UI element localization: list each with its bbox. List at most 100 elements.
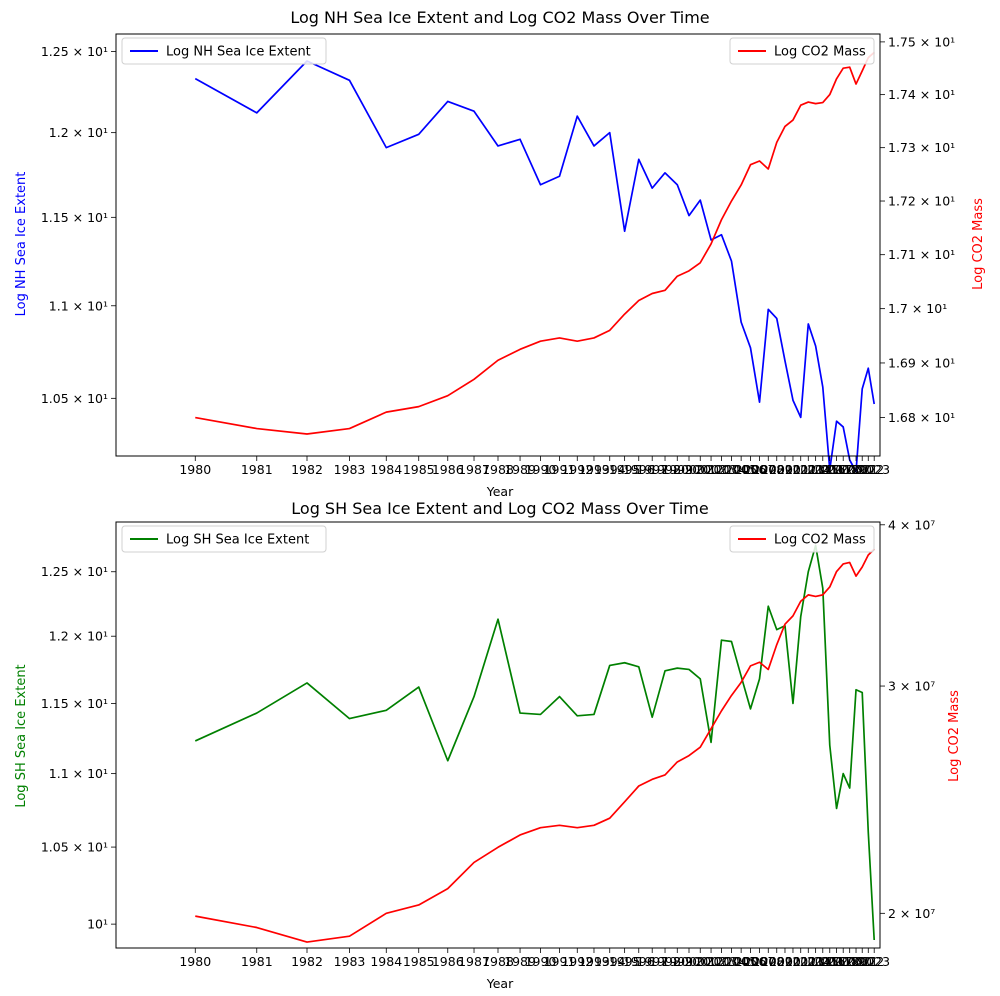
chart-1-x-tick-label: 1992 [561, 462, 593, 477]
chart-2-x-tick-label: 1992 [561, 954, 593, 969]
chart-1-x-tick-label: 2012 [785, 462, 817, 477]
chart-2-y-left-tick-label: 1.05 × 10¹ [41, 840, 108, 855]
chart-1-x-tick-label: 2007 [744, 462, 776, 477]
chart-1-x-tick-label: 2009 [761, 462, 793, 477]
chart-1-plot-frame [115, 33, 881, 457]
chart-1-y-right-tick-label: 1.7 × 10¹ [888, 301, 947, 316]
chart-1-x-tick-label: 2014 [800, 462, 832, 477]
chart-1-x-tick-label: 1996 [623, 462, 655, 477]
chart-2-legend-left-label: Log SH Sea Ice Extent [166, 533, 309, 548]
chart-2-x-tick-label: 1986 [432, 954, 464, 969]
chart-2-x-tick-label: 1994 [594, 954, 626, 969]
chart-2-legend-right-box [729, 525, 875, 553]
chart-2-x-tick-label: 1990 [525, 954, 557, 969]
chart-1-y-right-tick-label: 1.69 × 10¹ [888, 355, 955, 370]
chart-1-x-tick-label: 2016 [814, 462, 846, 477]
chart-2-y-left-tick-label: 10¹ [87, 917, 108, 932]
chart-1-y-right-tick-label: 1.71 × 10¹ [888, 247, 955, 262]
chart-2-x-tick-label: 2015 [807, 954, 839, 969]
chart-1-x-tick-label: 2005 [725, 462, 757, 477]
chart-1-x-tick-label: 1981 [241, 462, 273, 477]
chart-1-y-left-tick-label: 1.2 × 10¹ [49, 125, 108, 140]
chart-2-y-right-tick-label: 2 × 10⁷ [888, 906, 935, 921]
chart-2-x-tick-label: 2010 [769, 954, 801, 969]
chart-1-x-tick-label: 1994 [594, 462, 626, 477]
chart-2-x-tick-label: 1981 [241, 954, 273, 969]
chart-2-x-tick-label: 2017 [821, 954, 853, 969]
chart-1-x-tick-label: 2011 [777, 462, 809, 477]
chart-1-y-right-tick-label: 1.72 × 10¹ [888, 194, 955, 209]
chart-1-xlabel: Year [486, 484, 514, 499]
chart-1-legend-left-label: Log NH Sea Ice Extent [166, 45, 311, 60]
chart-2-x-tick-label: 1993 [578, 954, 610, 969]
chart-1-x-tick-label: 1995 [609, 462, 641, 477]
chart-2-series-left-line [194, 544, 876, 941]
chart-1-y-right-tick-label: 1.74 × 10¹ [888, 87, 955, 102]
chart-1-y-right-tick-label: 1.73 × 10¹ [888, 140, 955, 155]
chart-2-x-tick-label: 1999 [661, 954, 693, 969]
chart-2-y-right-tick-label: 3 × 10⁷ [888, 679, 935, 694]
chart-1-x-tick-label: 1980 [179, 462, 211, 477]
chart-1-legend-left-box [121, 37, 327, 65]
chart-1-legend-left: Log NH Sea Ice Extent [121, 37, 327, 65]
chart-1-legend-right-box [729, 37, 875, 65]
chart-1-x-tick-label: 2013 [792, 462, 824, 477]
chart-1-x-tick-label: 1989 [504, 462, 536, 477]
chart-1-y-right-tick-label: 1.68 × 10¹ [888, 410, 955, 425]
chart-2-x-tick-label: 2022 [852, 954, 884, 969]
chart-2-x-tick-label: 2016 [814, 954, 846, 969]
chart-1-x-tick-label: 2021 [846, 462, 878, 477]
chart-1-series-left-line [194, 60, 876, 473]
chart-2-x-tick-label: 2013 [792, 954, 824, 969]
chart-2-x-tick-label: 1997 [636, 954, 668, 969]
chart-2-x-tick-label: 1995 [609, 954, 641, 969]
chart-1-x-tick-label: 2008 [752, 462, 784, 477]
chart-1-x-tick-label: 2017 [821, 462, 853, 477]
chart-1-y-left-tick-label: 1.1 × 10¹ [49, 298, 108, 313]
chart-2-x-tick-label: 2005 [725, 954, 757, 969]
chart-2-x-tick-label: 2019 [834, 954, 866, 969]
chart-1-x-tick-label: 2000 [673, 462, 705, 477]
chart-2-x-tick-label: 2000 [673, 954, 705, 969]
chart-1-x-tick-label: 1998 [649, 462, 681, 477]
chart-1-x-tick-label: 2020 [840, 462, 872, 477]
chart-2-x-tick-label: 1983 [334, 954, 366, 969]
chart-1-x-tick-label: 1982 [291, 462, 323, 477]
chart-2-x-tick-label: 2012 [785, 954, 817, 969]
chart-1-x-tick-label: 2002 [695, 462, 727, 477]
chart-2-y-left-tick-label: 1.15 × 10¹ [41, 696, 108, 711]
chart-2-x-tick-label: 1989 [504, 954, 536, 969]
chart-1-x-tick-label: 2018 [827, 462, 859, 477]
chart-2-x-tick-label: 1980 [179, 954, 211, 969]
chart-1-x-tick-label: 2015 [807, 462, 839, 477]
chart-2-x-tick-label: 2004 [716, 954, 748, 969]
chart-1-x-tick-label: 2003 [706, 462, 738, 477]
chart-1-y-right-tick-label: 1.75 × 10¹ [888, 34, 955, 49]
chart-1-x-tick-label: 1991 [544, 462, 576, 477]
chart-1-x-tick-label: 1984 [370, 462, 402, 477]
chart-2-x-tick-label: 2008 [752, 954, 784, 969]
chart-2-x-tick-label: 1984 [370, 954, 402, 969]
chart-2-x-tick-label: 1985 [403, 954, 435, 969]
chart-2-x-tick-label: 2014 [800, 954, 832, 969]
chart-2-x-tick-label: 2002 [695, 954, 727, 969]
chart-2-ylabel-right: Log CO2 Mass [947, 690, 962, 782]
chart-1-series-right-line [195, 51, 875, 435]
chart-1-x-tick-label: 2019 [834, 462, 866, 477]
chart-2-x-tick-label: 2001 [684, 954, 716, 969]
chart-1-x-tick-label: 2006 [735, 462, 767, 477]
chart-1-x-tick-label: 2022 [852, 462, 884, 477]
chart-2-x-tick-label: 2003 [706, 954, 738, 969]
chart-2-legend-right: Log CO2 Mass [729, 525, 875, 553]
chart-1-x-tick-label: 2023 [858, 462, 890, 477]
chart-1-legend-right-label: Log CO2 Mass [774, 45, 866, 60]
chart-2-x-tick-label: 1988 [482, 954, 514, 969]
chart-2-x-tick-label: 2018 [827, 954, 859, 969]
chart-2-legend-left: Log SH Sea Ice Extent [121, 525, 327, 553]
chart-2-x-tick-label: 2021 [846, 954, 878, 969]
chart-2-x-tick-label: 1982 [291, 954, 323, 969]
chart-2-x-tick-label: 1996 [623, 954, 655, 969]
chart-1-x-tick-label: 1993 [578, 462, 610, 477]
chart-1-legend-right: Log CO2 Mass [729, 37, 875, 65]
